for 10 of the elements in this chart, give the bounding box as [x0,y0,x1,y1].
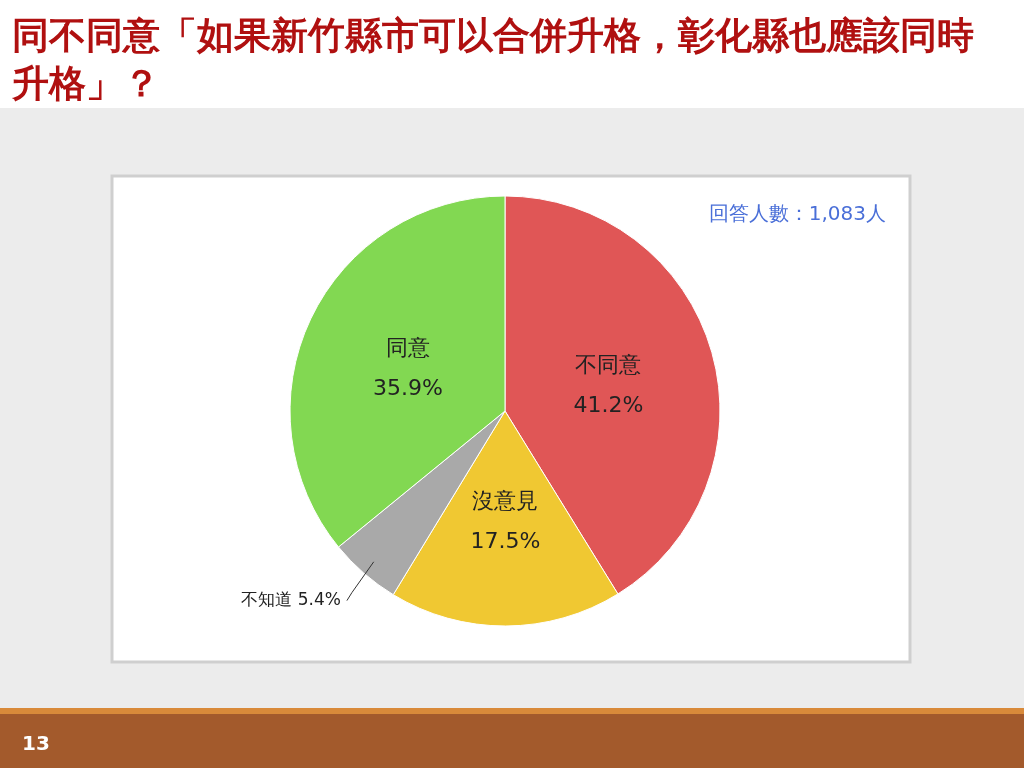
slice-label: 不知道 5.4% [241,588,341,609]
data-label: 35.9% [372,374,443,400]
title: 同不同意「如果新竹縣市可以合併升格，彰化縣也應該同時升格」？ [12,14,974,105]
data-label: 41.2% [573,391,644,417]
slice-label: 沒意見 [472,488,539,514]
text: 回答人數：1,083人 [708,201,886,225]
slice-label: 不同意 [575,351,642,377]
page-number: 13 [22,731,50,755]
slice-label: 同意 [385,334,430,360]
data-label: 17.5% [470,528,541,554]
